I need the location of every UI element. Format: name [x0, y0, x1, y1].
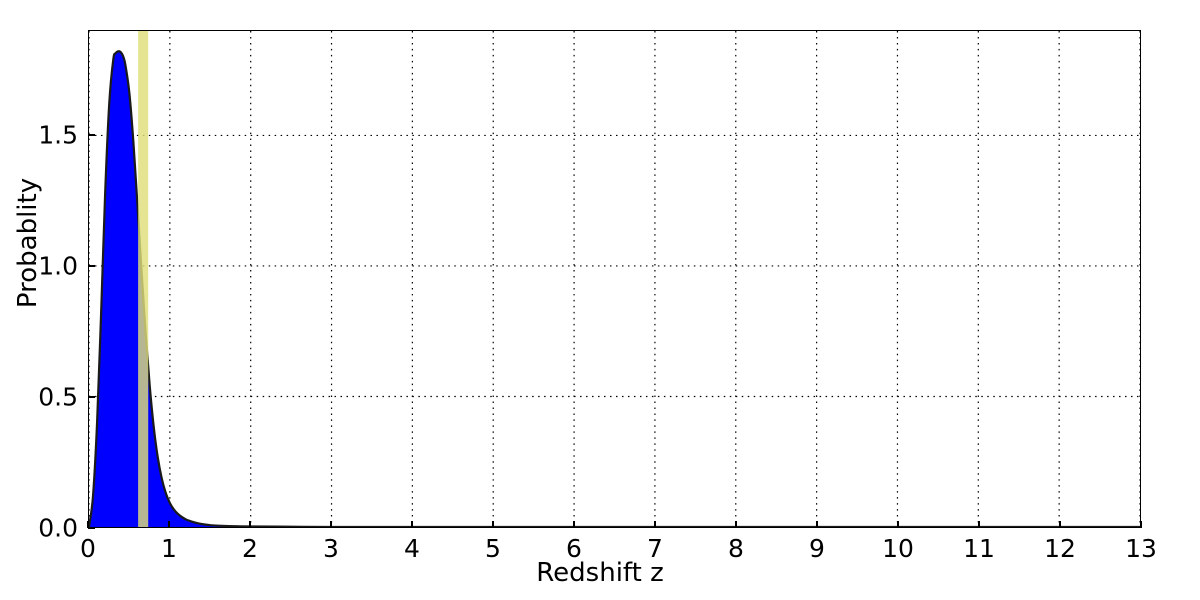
y-tick-label: 1.5 [38, 120, 78, 150]
x-tick-label: 7 [647, 534, 663, 563]
x-tick-label: 13 [1125, 534, 1157, 563]
spectroscopic-redshift-marker [138, 31, 149, 527]
gridlines [89, 31, 1140, 527]
x-tick-mark [330, 521, 332, 528]
x-tick-mark [1059, 521, 1061, 528]
x-tick-label: 0 [80, 534, 96, 563]
y-tick-mark [88, 134, 95, 136]
x-tick-mark [492, 521, 494, 528]
x-tick-label: 12 [1044, 534, 1076, 563]
x-tick-label: 11 [963, 534, 995, 563]
x-tick-label: 5 [485, 534, 501, 563]
x-tick-mark [411, 521, 413, 528]
x-tick-label: 2 [242, 534, 258, 563]
x-tick-mark [816, 521, 818, 528]
plot-area [88, 30, 1141, 528]
y-tick-mark [88, 396, 95, 398]
x-tick-mark [654, 521, 656, 528]
y-tick-label: 1.0 [38, 251, 78, 281]
y-tick-label: 0.5 [38, 382, 78, 412]
x-tick-mark [573, 521, 575, 528]
x-tick-label: 9 [809, 534, 825, 563]
x-tick-label: 6 [566, 534, 582, 563]
x-tick-mark [168, 521, 170, 528]
x-tick-label: 3 [323, 534, 339, 563]
x-tick-mark [978, 521, 980, 528]
x-tick-mark [735, 521, 737, 528]
x-tick-mark [87, 521, 89, 528]
x-axis-label: Redshift z [536, 558, 664, 588]
pdf-curve [89, 31, 1140, 527]
y-tick-mark [88, 265, 95, 267]
x-tick-label: 4 [404, 534, 420, 563]
y-tick-mark [88, 527, 95, 529]
x-tick-label: 1 [161, 534, 177, 563]
y-tick-label: 0.0 [38, 513, 78, 543]
x-tick-label: 8 [728, 534, 744, 563]
x-tick-mark [249, 521, 251, 528]
x-tick-mark [1140, 521, 1142, 528]
x-tick-mark [897, 521, 899, 528]
x-tick-label: 10 [882, 534, 914, 563]
